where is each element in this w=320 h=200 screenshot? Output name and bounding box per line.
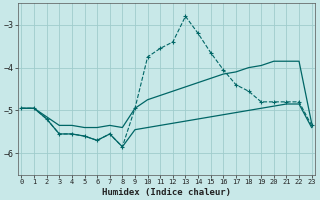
X-axis label: Humidex (Indice chaleur): Humidex (Indice chaleur)	[102, 188, 231, 197]
